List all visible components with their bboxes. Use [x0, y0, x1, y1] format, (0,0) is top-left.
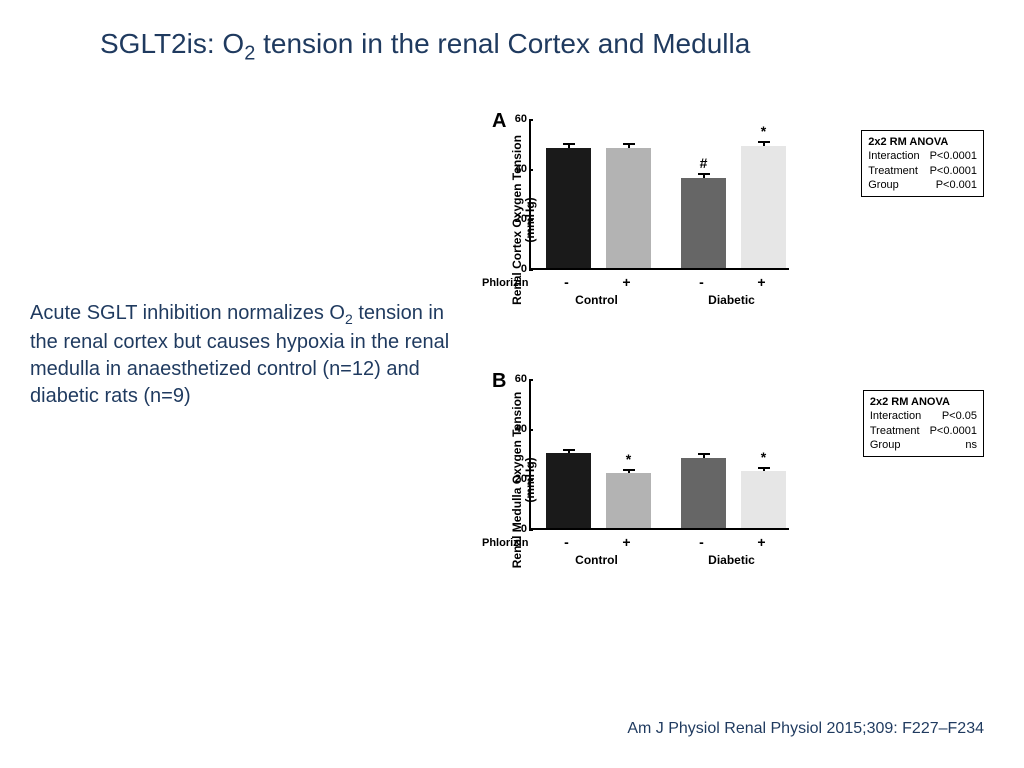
chart-a-plot: 0204060#*: [529, 120, 789, 270]
chart-b-wrap: B Renal Medulla Oxygen Tension (mmHg) 02…: [444, 370, 984, 590]
citation: Am J Physiol Renal Physiol 2015;309: F22…: [627, 720, 984, 738]
anova-key: Treatment: [870, 424, 920, 438]
anova-val: ns: [965, 438, 977, 452]
group-diabetic-a: Diabetic: [679, 293, 784, 307]
bar: [606, 148, 651, 268]
ytick: 60: [501, 113, 527, 125]
anova-val: P<0.0001: [930, 164, 977, 178]
anova-row: Interaction P<0.0001: [868, 149, 977, 163]
phlorizin-sign: -: [544, 534, 589, 550]
sig-annotation: *: [626, 451, 631, 467]
ytick: 0: [501, 523, 527, 535]
anova-row: Group ns: [870, 438, 977, 452]
phlorizin-sign: +: [604, 534, 649, 550]
sig-annotation: #: [700, 155, 708, 171]
chart-a-wrap: A Renal Cortex Oxygen Tension (mmHg) 020…: [444, 110, 984, 330]
anova-key: Interaction: [870, 409, 921, 423]
anova-val: P<0.0001: [930, 149, 977, 163]
phlorizin-sign: -: [544, 274, 589, 290]
sig-annotation: *: [761, 449, 766, 465]
bar: [546, 148, 591, 268]
bar: #: [681, 178, 726, 268]
bar: *: [741, 471, 786, 529]
anova-header: 2x2 RM ANOVA: [870, 395, 977, 409]
phlorizin-sign: -: [679, 274, 724, 290]
error-bar: [703, 173, 705, 178]
bar: *: [741, 146, 786, 269]
anova-key: Interaction: [868, 149, 919, 163]
title-post: tension in the renal Cortex and Medulla: [255, 28, 750, 59]
anova-row: Group P<0.001: [868, 178, 977, 192]
group-diabetic-b: Diabetic: [679, 553, 784, 567]
anova-val: P<0.0001: [930, 424, 977, 438]
error-bar: [763, 467, 765, 471]
figure-b: B Renal Medulla Oxygen Tension (mmHg) 02…: [444, 370, 984, 590]
anova-val: P<0.05: [942, 409, 977, 423]
slide-title: SGLT2is: O2 tension in the renal Cortex …: [100, 28, 750, 66]
bar: [546, 453, 591, 528]
title-sub: 2: [244, 43, 255, 65]
bar: [681, 458, 726, 528]
anova-val: P<0.001: [936, 178, 977, 192]
phlorizin-sign: +: [739, 534, 784, 550]
bar: *: [606, 473, 651, 528]
anova-key: Group: [870, 438, 901, 452]
group-control-a: Control: [544, 293, 649, 307]
phlorizin-label-a: Phlorizin: [482, 277, 528, 289]
title-pre: SGLT2is: O: [100, 28, 244, 59]
ytick: 20: [501, 473, 527, 485]
error-bar: [703, 453, 705, 458]
ytick: 40: [501, 163, 527, 175]
figure-a: A Renal Cortex Oxygen Tension (mmHg) 020…: [444, 110, 984, 330]
error-bar: [628, 469, 630, 473]
anova-row: Treatment P<0.0001: [870, 424, 977, 438]
anova-key: Group: [868, 178, 899, 192]
anova-box-b: 2x2 RM ANOVAInteraction P<0.05 Treatment P<…: [863, 390, 984, 457]
anova-row: Treatment P<0.0001: [868, 164, 977, 178]
phlorizin-label-b: Phlorizin: [482, 537, 528, 549]
ytick: 60: [501, 373, 527, 385]
group-control-b: Control: [544, 553, 649, 567]
anova-key: Treatment: [868, 164, 918, 178]
ytick: 0: [501, 263, 527, 275]
phlorizin-sign: -: [679, 534, 724, 550]
error-bar: [568, 449, 570, 453]
anova-row: Interaction P<0.05: [870, 409, 977, 423]
anova-header: 2x2 RM ANOVA: [868, 135, 977, 149]
ytick: 40: [501, 423, 527, 435]
chart-b-plot: 0204060**: [529, 380, 789, 530]
para-pre: Acute SGLT inhibition normalizes O: [30, 302, 345, 324]
phlorizin-sign: +: [739, 274, 784, 290]
sig-annotation: *: [761, 123, 766, 139]
error-bar: [628, 143, 630, 148]
description-paragraph: Acute SGLT inhibition normalizes O2 tens…: [30, 300, 460, 410]
phlorizin-sign: +: [604, 274, 649, 290]
error-bar: [568, 143, 570, 148]
ytick: 20: [501, 213, 527, 225]
para-sub: 2: [345, 311, 353, 327]
anova-box-a: 2x2 RM ANOVAInteractionP<0.0001Treatment…: [861, 130, 984, 197]
error-bar: [763, 141, 765, 146]
